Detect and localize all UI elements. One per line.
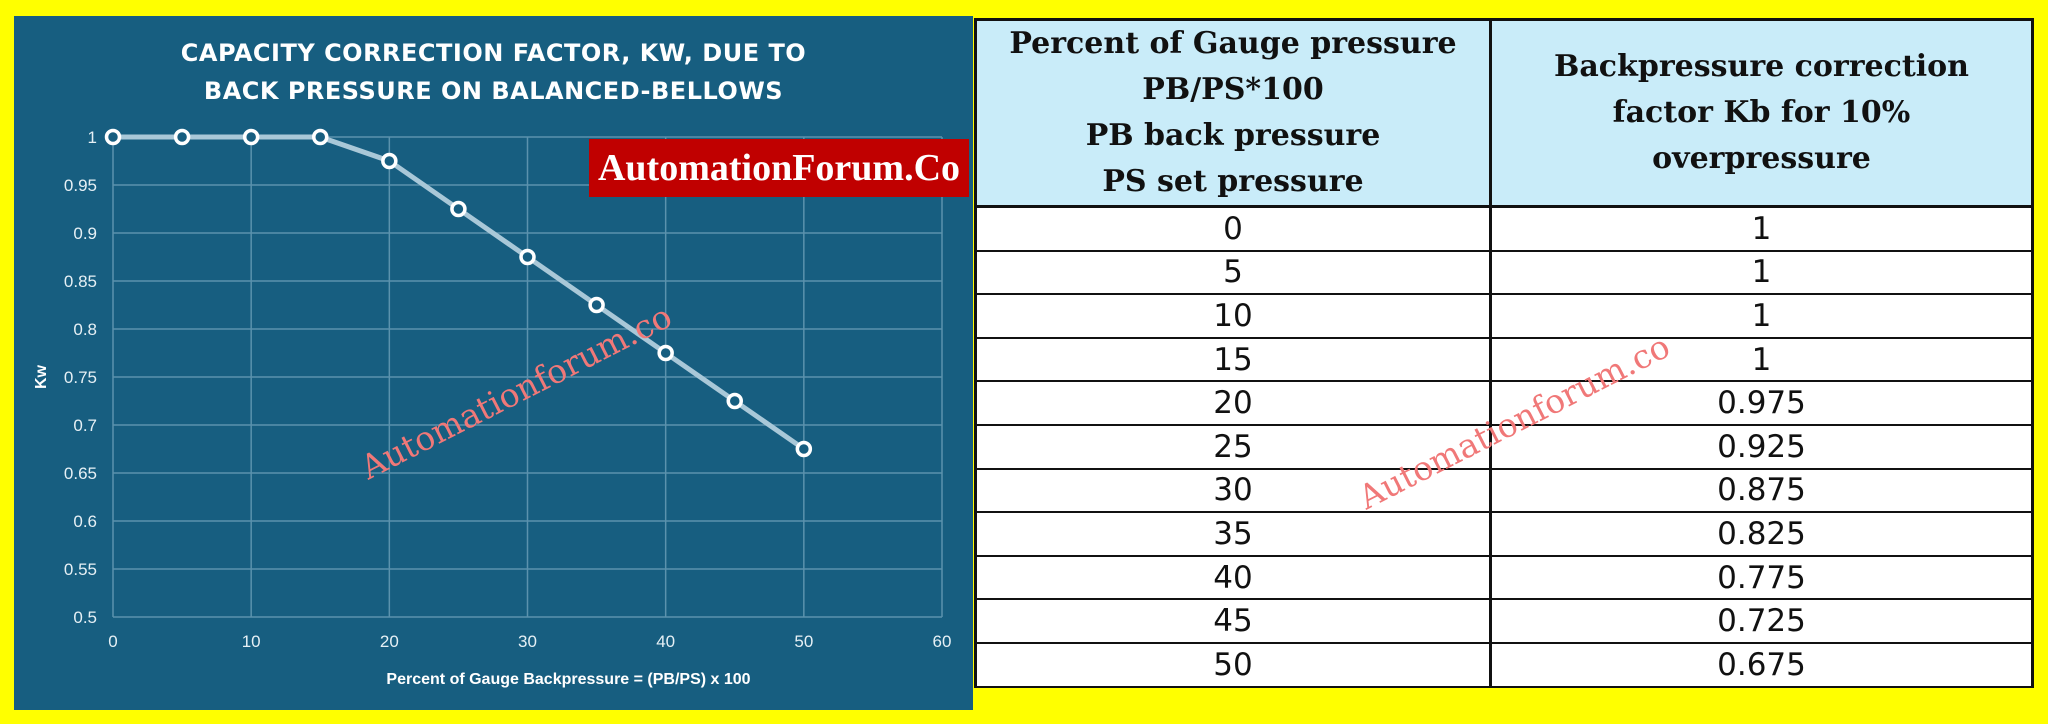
data-point-marker bbox=[312, 128, 329, 146]
y-tick-label: 0.5 bbox=[73, 608, 97, 627]
y-tick-label: 0.6 bbox=[73, 512, 97, 531]
data-point-marker bbox=[173, 128, 191, 146]
cell-kb: 0.675 bbox=[1489, 641, 2034, 688]
cell-percent: 5 bbox=[974, 249, 1492, 296]
table-row: 30 0.875 bbox=[974, 467, 2034, 514]
y-tick-label: 0.85 bbox=[64, 272, 97, 291]
cell-kb: 0.925 bbox=[1489, 423, 2034, 470]
cell-kb: 1 bbox=[1489, 336, 2034, 383]
cell-kb: 0.875 bbox=[1489, 467, 2034, 514]
data-point-marker bbox=[657, 344, 674, 362]
data-point-marker bbox=[519, 248, 536, 266]
cell-kb: 1 bbox=[1489, 249, 2034, 296]
data-point-marker bbox=[242, 128, 260, 146]
table-row: 40 0.775 bbox=[974, 554, 2034, 601]
x-tick-label: 10 bbox=[242, 632, 261, 651]
header-percent-gauge-pressure: Percent of Gauge pressure PB/PS*100 PB b… bbox=[974, 18, 1492, 208]
y-tick-label: 0.8 bbox=[73, 320, 97, 339]
x-tick-label: 60 bbox=[933, 632, 952, 651]
cell-percent: 0 bbox=[974, 205, 1492, 252]
brand-badge: AutomationForum.Co bbox=[589, 139, 969, 197]
cell-kb: 0.775 bbox=[1489, 554, 2034, 601]
table-row: 15 1 bbox=[974, 336, 2034, 383]
cell-percent: 50 bbox=[974, 641, 1492, 688]
chart-title: CAPACITY CORRECTION FACTOR, KW, DUE TO B… bbox=[14, 34, 973, 110]
table-row: 25 0.925 bbox=[974, 423, 2034, 470]
x-tick-label: 50 bbox=[794, 632, 813, 651]
cell-kb: 0.975 bbox=[1489, 380, 2034, 426]
data-point-marker bbox=[381, 152, 398, 170]
cell-percent: 40 bbox=[974, 554, 1492, 601]
cell-percent: 35 bbox=[974, 511, 1492, 557]
cell-kb: 1 bbox=[1489, 205, 2034, 252]
x-tick-label: 20 bbox=[380, 632, 399, 651]
cell-percent: 25 bbox=[974, 423, 1492, 470]
data-point-marker bbox=[795, 440, 813, 458]
y-tick-label: 1 bbox=[88, 128, 97, 147]
x-tick-label: 40 bbox=[656, 632, 675, 651]
y-tick-label: 0.55 bbox=[64, 560, 97, 579]
chart-panel: CAPACITY CORRECTION FACTOR, KW, DUE TO B… bbox=[14, 16, 973, 710]
table-row: 50 0.675 bbox=[974, 641, 2034, 688]
header-backpressure-correction-factor: Backpressure correction factor Kb for 10… bbox=[1489, 18, 2034, 208]
y-tick-label: 0.75 bbox=[64, 368, 97, 387]
cell-percent: 45 bbox=[974, 598, 1492, 644]
x-axis-label: Percent of Gauge Backpressure = (PB/PS) … bbox=[386, 671, 750, 688]
y-axis-label: Kw bbox=[33, 364, 50, 389]
correction-factor-table: Percent of Gauge pressure PB/PS*100 PB b… bbox=[974, 18, 2034, 688]
data-point-marker bbox=[450, 200, 467, 218]
data-point-marker bbox=[726, 392, 743, 410]
x-tick-label: 0 bbox=[108, 632, 117, 651]
cell-kb: 0.725 bbox=[1489, 598, 2034, 644]
data-point-marker bbox=[104, 128, 122, 146]
y-tick-label: 0.95 bbox=[64, 176, 97, 195]
table-row: 35 0.825 bbox=[974, 511, 2034, 557]
table-row: 20 0.975 bbox=[974, 380, 2034, 426]
table-body: 0 1 5 1 10 1 15 1 20 0.975 25 0.925 30 0.875 35 0.825 40… bbox=[974, 205, 2034, 688]
y-tick-label: 0.65 bbox=[64, 464, 97, 483]
cell-kb: 1 bbox=[1489, 293, 2034, 339]
cell-percent: 20 bbox=[974, 380, 1492, 426]
y-tick-label: 0.9 bbox=[73, 224, 97, 243]
table-header-row: Percent of Gauge pressure PB/PS*100 PB b… bbox=[974, 18, 2034, 208]
cell-percent: 10 bbox=[974, 293, 1492, 339]
y-tick-label: 0.7 bbox=[73, 416, 97, 435]
chart-title-line-2: BACK PRESSURE ON BALANCED-BELLOWS bbox=[203, 77, 784, 105]
correction-factor-table-panel: Percent of Gauge pressure PB/PS*100 PB b… bbox=[974, 18, 2034, 688]
chart-title-line-1: CAPACITY CORRECTION FACTOR, KW, DUE TO bbox=[180, 39, 807, 67]
data-point-marker bbox=[588, 296, 605, 314]
table-row: 10 1 bbox=[974, 293, 2034, 339]
x-tick-label: 30 bbox=[518, 632, 537, 651]
cell-percent: 30 bbox=[974, 467, 1492, 514]
table-row: 45 0.725 bbox=[974, 598, 2034, 644]
cell-kb: 0.825 bbox=[1489, 511, 2034, 557]
cell-percent: 15 bbox=[974, 336, 1492, 383]
